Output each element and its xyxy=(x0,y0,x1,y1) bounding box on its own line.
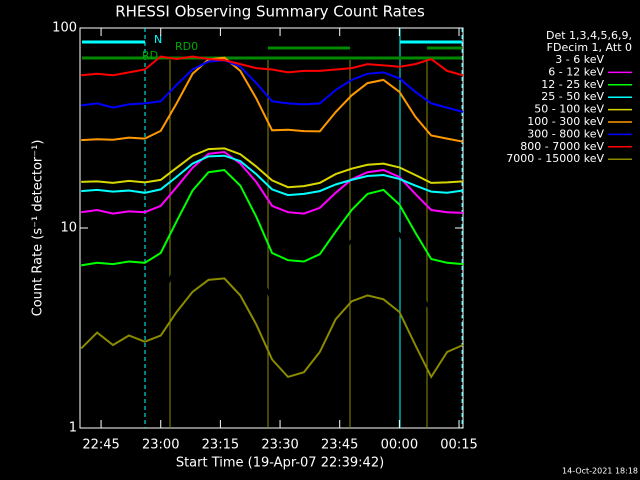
series-line xyxy=(81,168,464,267)
x-tick-label: 23:45 xyxy=(321,438,358,453)
series-line xyxy=(80,277,464,379)
timestamp: 14-Oct-2021 18:18 xyxy=(562,467,638,476)
x-tick-label: 22:45 xyxy=(82,438,119,453)
chart-title: RHESSI Observing Summary Count Rates xyxy=(115,3,425,21)
series-line xyxy=(80,187,464,326)
y-axis-label: Count Rate (s⁻¹ detector⁻¹) xyxy=(31,140,46,317)
legend-label: 6 - 12 keV xyxy=(548,65,604,78)
annotation: N xyxy=(154,33,162,46)
series-line xyxy=(81,56,464,143)
x-axis-label: Start Time (19-Apr-07 22:39:42) xyxy=(176,456,384,471)
legend-label: 300 - 800 keV xyxy=(527,127,604,140)
series-line xyxy=(81,59,464,113)
legend-label: 100 - 300 keV xyxy=(527,115,604,128)
x-tick-label: 00:00 xyxy=(381,438,418,453)
y-tick-label: 10 xyxy=(60,221,77,236)
legend-label: 25 - 50 keV xyxy=(541,90,604,103)
plot-frame xyxy=(79,27,464,429)
x-tick-label: 23:15 xyxy=(202,438,239,453)
x-tick-label: 23:00 xyxy=(142,438,179,453)
legend-header: Det 1,3,4,5,6,9, xyxy=(546,29,632,42)
x-tick-label: 00:15 xyxy=(440,438,477,453)
legend-header: FDecim 1, Att 0 xyxy=(547,41,632,54)
legend-label: 12 - 25 keV xyxy=(541,78,604,91)
legend-label: 50 - 100 keV xyxy=(534,103,604,116)
annotation: RD0 xyxy=(175,40,198,53)
legend-label: 3 - 6 keV xyxy=(555,53,604,66)
legend-label: 7000 - 15000 keV xyxy=(506,152,604,165)
legend-label: 800 - 7000 keV xyxy=(520,140,604,153)
series-line xyxy=(81,150,464,215)
series-line xyxy=(81,55,464,77)
y-tick-label: 1 xyxy=(69,421,77,436)
annotation: RD xyxy=(142,49,158,62)
y-tick-label: 100 xyxy=(52,21,77,36)
series-line xyxy=(81,154,464,197)
x-tick-label: 23:30 xyxy=(261,438,298,453)
overlays: N RD RD0 xyxy=(82,28,463,428)
series-line xyxy=(81,147,464,189)
